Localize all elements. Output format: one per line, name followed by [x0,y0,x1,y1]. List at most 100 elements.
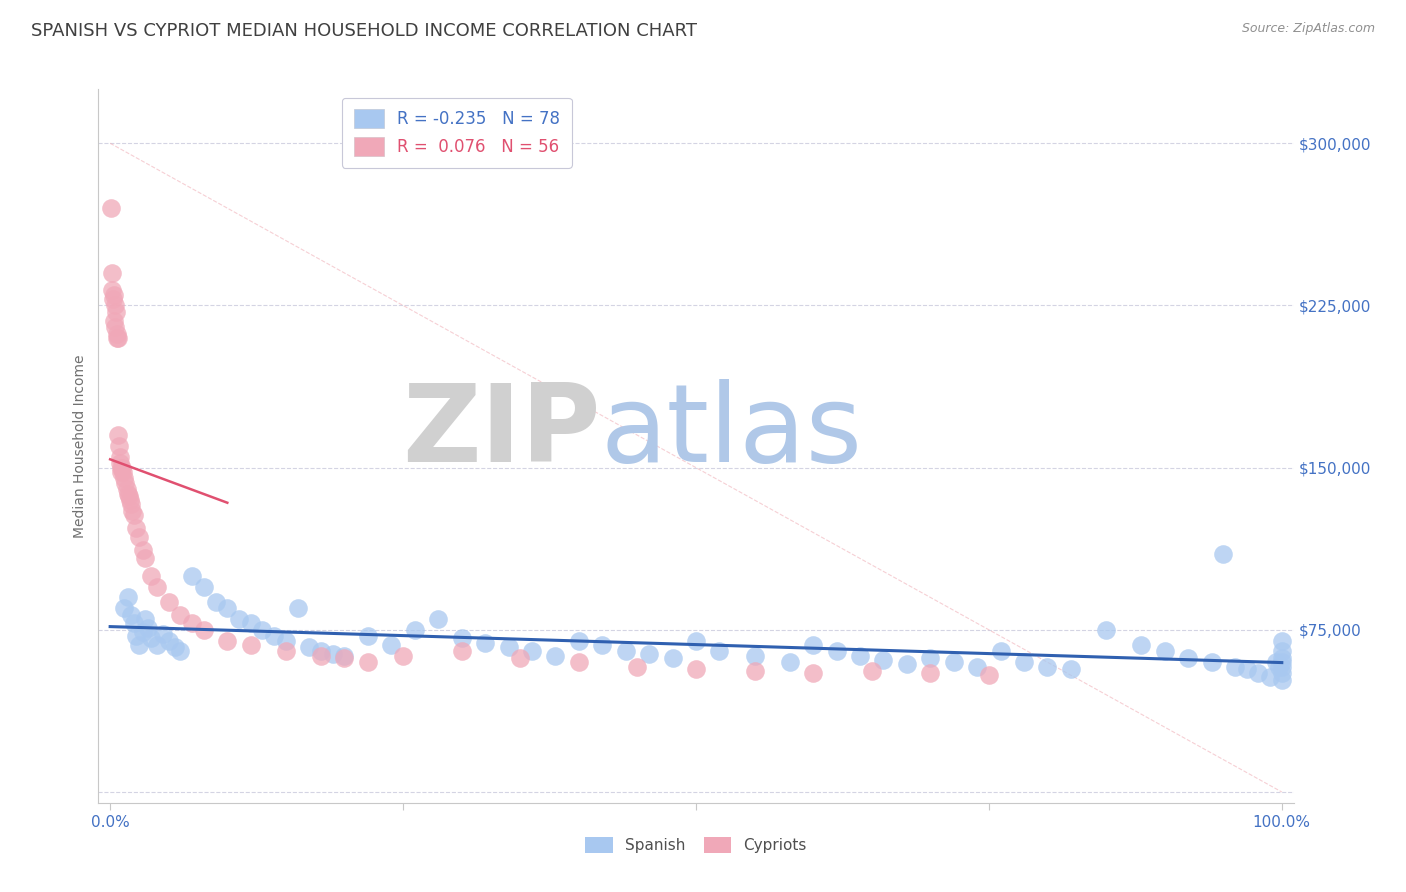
Point [544,648,567,663]
Point [357,629,380,643]
Point [860,664,883,678]
Point [849,648,872,663]
Point [1012,655,1035,669]
Point [181,616,204,631]
Point [614,644,637,658]
Point [896,657,918,672]
Point [392,648,415,663]
Point [100,201,122,215]
Point [136,621,159,635]
Point [125,629,148,643]
Point [169,607,191,622]
Point [108,450,131,464]
Point [122,616,145,631]
Point [1265,655,1288,669]
Point [217,633,239,648]
Point [626,659,648,673]
Point [252,623,274,637]
Point [152,627,174,641]
Text: SPANISH VS CYPRIOT MEDIAN HOUSEHOLD INCOME CORRELATION CHART: SPANISH VS CYPRIOT MEDIAN HOUSEHOLD INCO… [31,22,697,40]
Point [1271,666,1294,681]
Point [120,607,142,622]
Point [105,331,128,345]
Point [104,320,127,334]
Point [1271,655,1294,669]
Point [112,601,135,615]
Point [1036,659,1059,673]
Point [157,633,180,648]
Point [117,591,139,605]
Point [125,521,148,535]
Point [1258,670,1281,684]
Point [1236,662,1258,676]
Point [117,486,139,500]
Point [157,595,180,609]
Point [141,568,163,582]
Point [744,648,766,663]
Point [101,283,124,297]
Text: atlas: atlas [600,379,862,484]
Point [977,668,1000,682]
Point [709,644,731,658]
Point [101,292,124,306]
Point [1271,633,1294,648]
Text: ZIP: ZIP [402,379,600,484]
Point [942,655,965,669]
Point [638,647,661,661]
Point [132,624,155,639]
Point [474,636,496,650]
Point [239,638,262,652]
Point [146,638,169,652]
Point [134,612,156,626]
Point [103,313,125,327]
Point [287,601,309,615]
Point [239,616,262,631]
Point [920,666,942,681]
Point [274,644,297,658]
Point [103,287,125,301]
Point [685,633,707,648]
Point [104,298,127,312]
Point [309,648,332,663]
Point [920,651,942,665]
Point [779,655,801,669]
Point [801,638,824,652]
Point [1271,659,1294,673]
Point [122,508,145,523]
Point [169,644,191,658]
Point [990,644,1012,658]
Point [568,633,591,648]
Text: Source: ZipAtlas.com: Source: ZipAtlas.com [1241,22,1375,36]
Point [274,633,297,648]
Point [380,638,402,652]
Point [357,655,380,669]
Point [309,644,332,658]
Point [204,595,226,609]
Point [591,638,613,652]
Point [825,644,848,658]
Point [163,640,186,654]
Point [134,551,156,566]
Point [132,542,155,557]
Y-axis label: Median Household Income: Median Household Income [73,354,87,538]
Point [1271,651,1294,665]
Point [1271,673,1294,687]
Point [298,640,321,654]
Point [1153,644,1175,658]
Point [1247,666,1270,681]
Point [263,629,285,643]
Point [404,623,426,637]
Point [107,428,129,442]
Point [105,326,128,341]
Point [1201,655,1223,669]
Point [322,647,344,661]
Point [333,648,356,663]
Point [1223,659,1246,673]
Point [661,651,683,665]
Point [427,612,450,626]
Point [110,465,132,479]
Point [114,475,136,490]
Point [228,612,250,626]
Point [450,644,472,658]
Point [115,482,138,496]
